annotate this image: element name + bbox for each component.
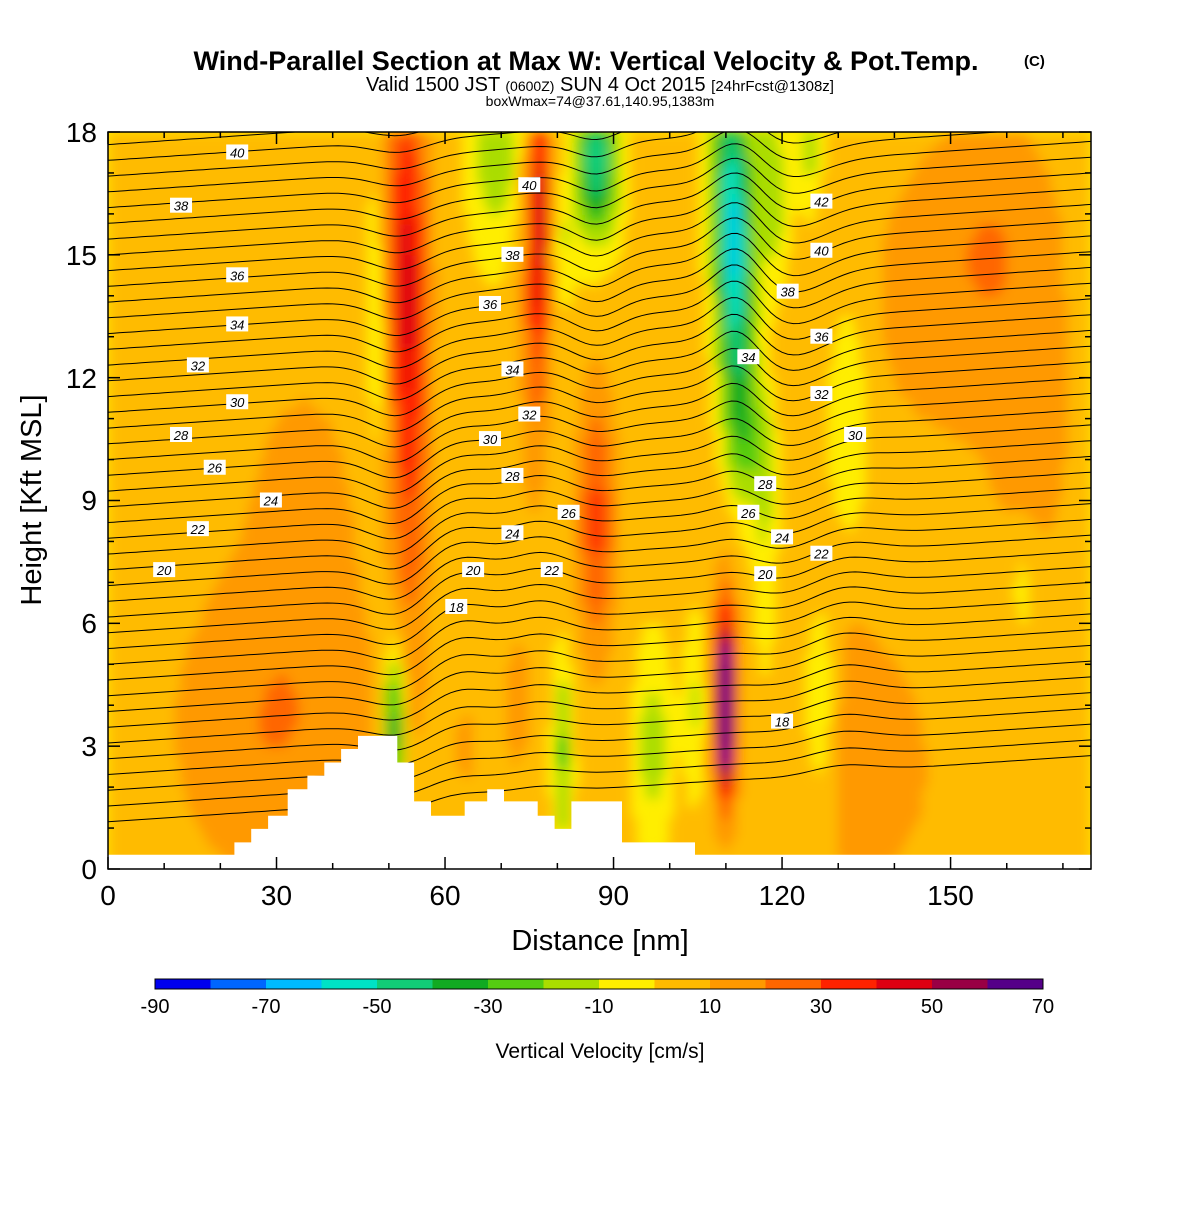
colorbar-swatch [488,979,544,989]
theta-label: 38 [505,248,520,263]
theta-label: 22 [544,563,560,578]
theta-label: 40 [814,244,829,259]
colorbar-tick-labels: -90 -70 -50 -30 -10 10 30 50 70 [141,996,1055,1018]
theta-label: 28 [173,428,189,443]
colorbar-tick-label: 10 [699,996,721,1018]
colorbar-swatch [766,979,822,989]
theta-label: 30 [848,428,863,443]
colorbar-tick-label: -90 [141,996,170,1018]
theta-label: 22 [813,547,829,562]
theta-contour-line [108,0,1091,19]
colorbar-swatch [377,979,433,989]
theta-label: 34 [505,362,519,377]
colorbar-swatch [322,979,378,989]
theta-label: 24 [504,526,519,541]
colorbar-tick-label: -30 [474,996,503,1018]
theta-label: 24 [774,530,789,545]
colorbar-swatch [988,979,1044,989]
theta-label: 36 [483,297,498,312]
theta-label: 18 [775,715,790,730]
theta-label: 20 [156,563,172,578]
box-info: boxWmax=74@37.61,140.95,1383m [486,93,715,109]
vertical-velocity-field [108,132,1092,870]
theta-label: 18 [449,600,464,615]
y-tick-label-3: 3 [81,731,97,762]
y-tick-label-15: 15 [66,240,97,271]
colorbar-swatch [599,979,655,989]
theta-label: 42 [814,195,829,210]
theta-label: 28 [504,469,520,484]
colorbar-swatch [821,979,877,989]
title-mark: (C) [1024,53,1045,70]
x-tick-label-90: 90 [598,880,629,911]
valid-utc: (0600Z) [505,78,554,94]
y-tick-label-18: 18 [66,117,97,148]
colorbar-swatch [877,979,933,989]
colorbar-swatch [433,979,489,989]
theta-label: 34 [741,350,755,365]
colorbar-swatch [266,979,322,989]
theta-label: 26 [206,461,222,476]
x-tick-label-150: 150 [927,880,974,911]
theta-label: 22 [190,522,206,537]
theta-label: 24 [263,494,278,509]
colorbar-tick-label: 50 [921,996,943,1018]
theta-label: 40 [522,178,537,193]
colorbar-tick-label: -10 [585,996,614,1018]
theta-label: 32 [814,387,829,402]
theta-label: 26 [560,506,576,521]
theta-label: 30 [483,432,498,447]
plot-area [108,0,1092,869]
y-tick-labels: 0 3 6 9 12 15 18 [66,117,97,885]
chart-title: Wind-Parallel Section at Max W: Vertical… [194,46,979,76]
x-axis-label: Distance [nm] [511,925,688,957]
y-tick-label-6: 6 [81,608,97,639]
valid-fcst: [24hrFcst@1308z] [711,78,834,95]
theta-label: 28 [757,477,773,492]
theta-label: 30 [230,395,245,410]
theta-label: 20 [757,567,773,582]
theta-label: 36 [814,330,829,345]
y-tick-label-9: 9 [81,485,97,516]
colorbar-tick-label: -70 [252,996,281,1018]
colorbar-swatch [932,979,988,989]
colorbar [155,979,1044,989]
theta-label: 40 [230,145,245,160]
theta-label: 26 [740,506,756,521]
theta-label: 34 [230,317,244,332]
theta-contour-line [108,0,1091,3]
colorbar-swatch [155,979,211,989]
colorbar-swatch [211,979,267,989]
theta-label: 32 [522,408,537,423]
x-tick-label-30: 30 [261,880,292,911]
theta-label: 38 [174,199,189,214]
theta-contour-line [108,0,1091,50]
theta-label: 20 [465,563,481,578]
y-tick-label-0: 0 [81,854,97,885]
x-tick-label-0: 0 [100,880,116,911]
y-tick-label-12: 12 [66,363,97,394]
colorbar-swatch [710,979,766,989]
colorbar-label: Vertical Velocity [cm/s] [496,1040,705,1063]
colorbar-tick-label: -50 [363,996,392,1018]
valid-prefix: Valid 1500 JST [366,74,500,96]
colorbar-swatch [544,979,600,989]
theta-label: 36 [230,268,245,283]
x-tick-label-120: 120 [759,880,806,911]
theta-label: 38 [780,285,795,300]
colorbar-tick-label: 30 [810,996,832,1018]
x-tick-label-60: 60 [429,880,460,911]
theta-label: 32 [191,358,206,373]
colorbar-tick-label: 70 [1032,996,1054,1018]
theta-contour-line [108,0,1091,34]
x-tick-labels: 0 30 60 90 120 150 [100,880,974,911]
colorbar-swatch [655,979,711,989]
y-axis-label: Height [Kft MSL] [16,394,48,605]
